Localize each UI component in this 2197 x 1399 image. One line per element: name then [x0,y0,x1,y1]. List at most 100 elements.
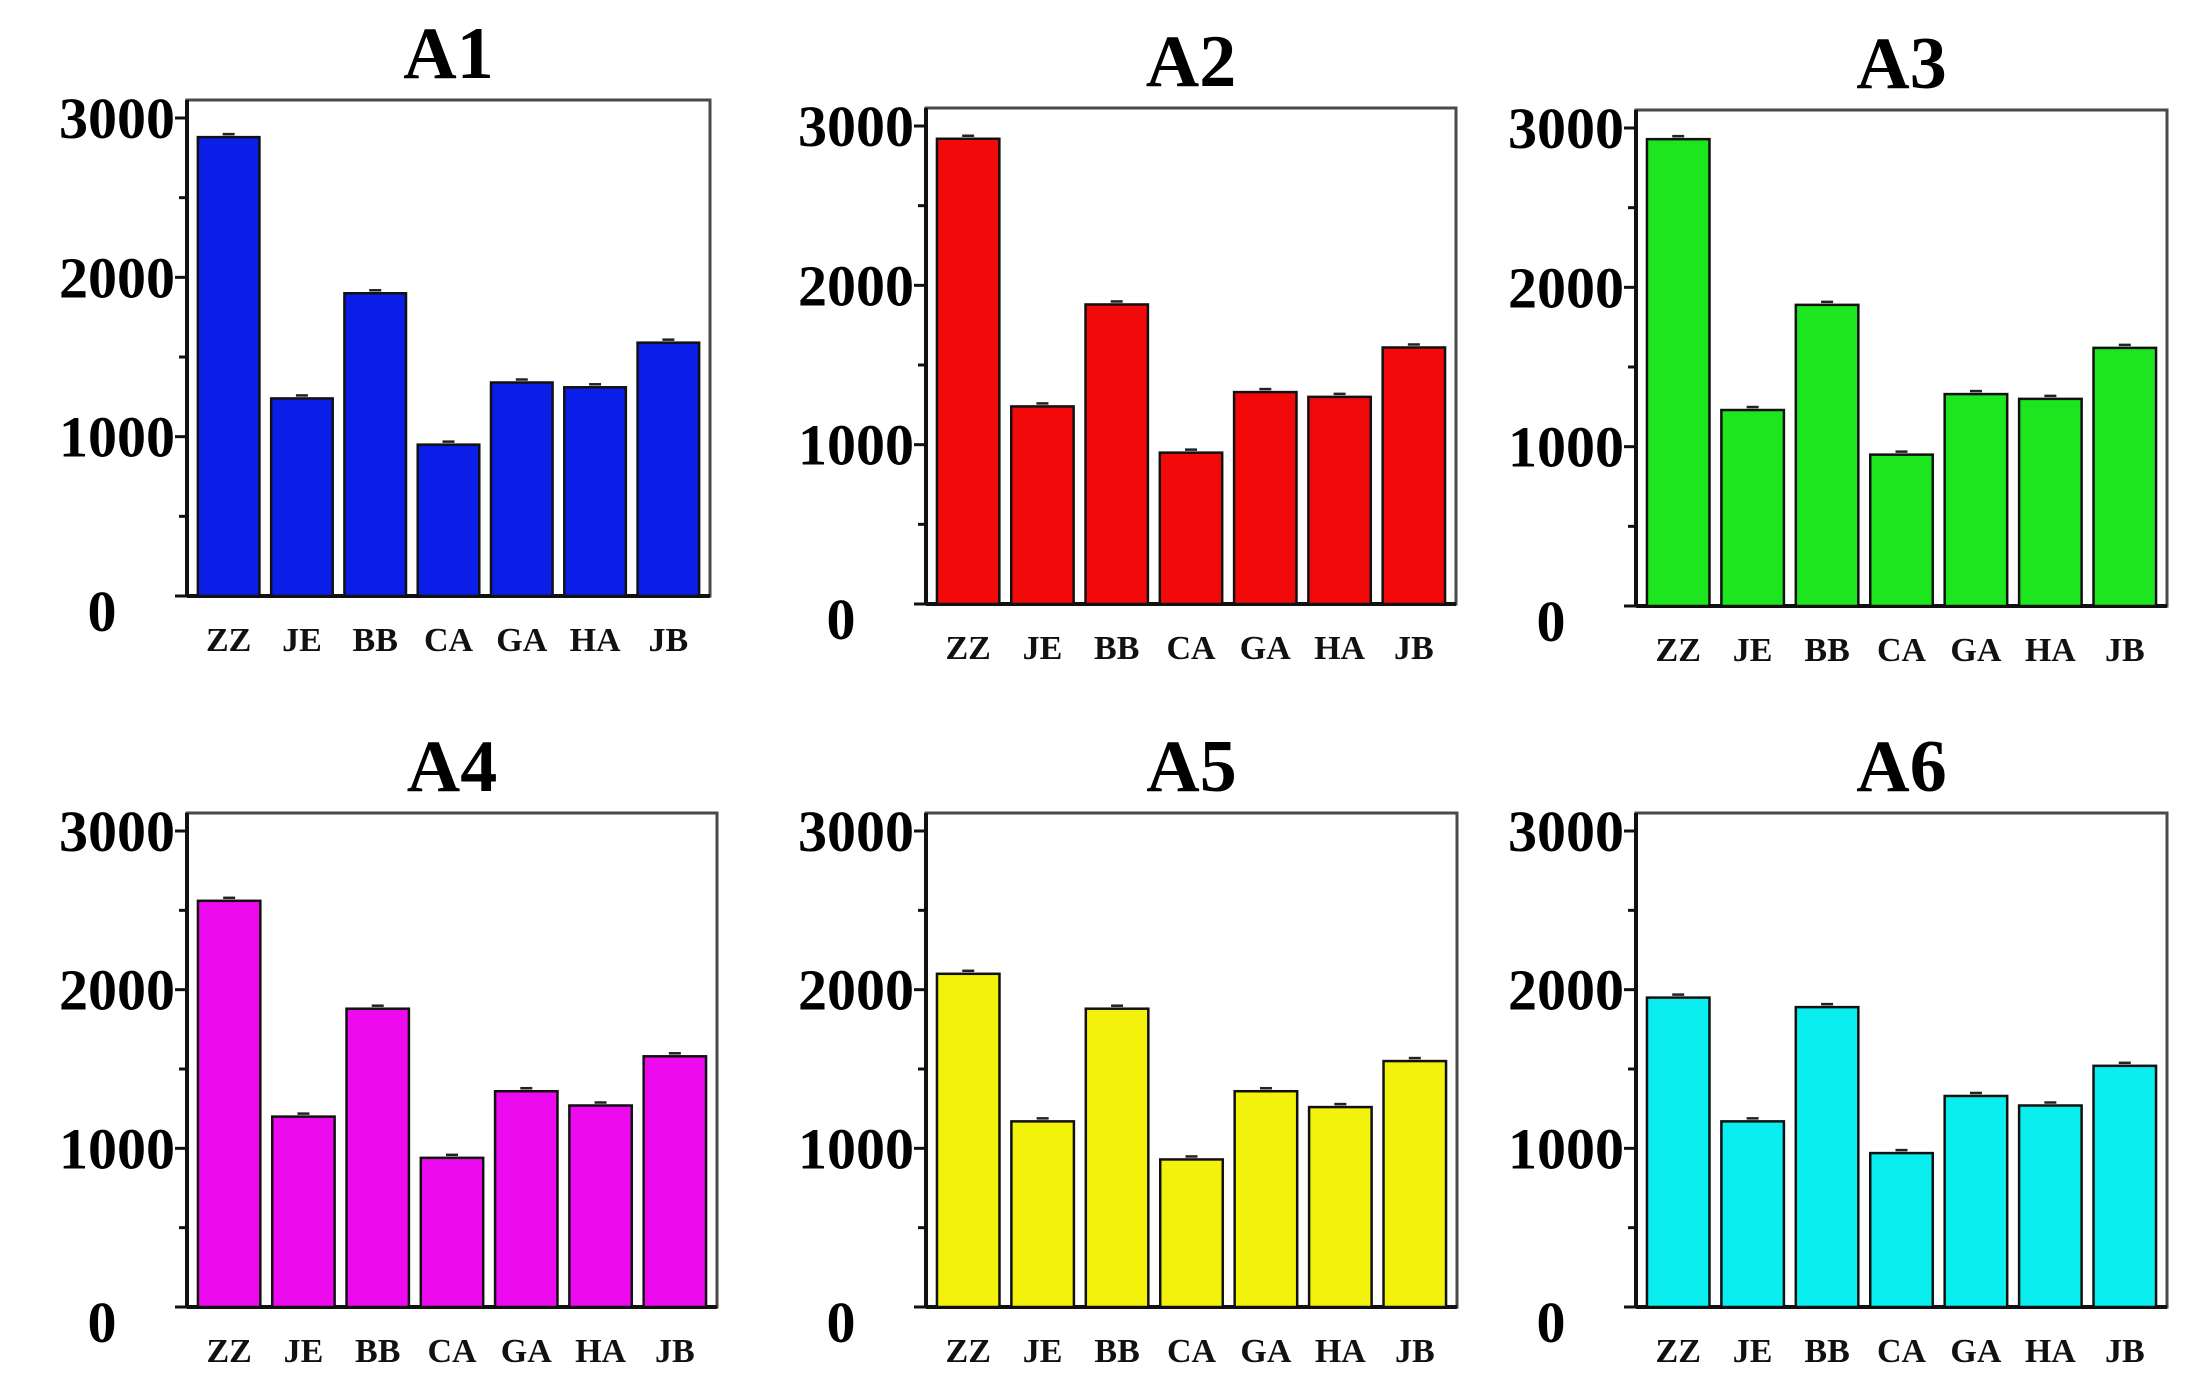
y-tick-label-5: 1000 [798,1116,914,1181]
x-tick-label-5: HA [1315,1333,1366,1370]
bar-bb-2 [1084,303,1150,606]
y-tick-label-4: 0 [88,1290,117,1355]
x-tick-label-5: JE [1023,1333,1063,1370]
y-tick-label-3: 0 [1537,589,1566,654]
x-tick-label-1: HA [570,622,621,659]
bar-zz-3 [1645,137,1711,608]
bar-ga-3 [1943,392,2009,608]
y-tick-label-1: 3000 [59,86,175,151]
y-tick-label-2: 2000 [798,253,914,318]
bar-zz-1 [196,135,261,598]
bar-je-2 [1009,405,1075,606]
bar-bb-3 [1794,303,1860,608]
x-tick-label-2: HA [1314,630,1365,667]
bar-ha-2 [1307,395,1373,606]
x-tick-label-3: JB [2105,632,2145,669]
bar-ga-2 [1232,390,1298,606]
bar-ha-3 [2017,397,2083,608]
x-tick-label-4: CA [427,1333,477,1370]
y-tick-label-3: 2000 [1508,255,1624,320]
x-tick-label-1: ZZ [206,622,251,659]
y-tick-label-6: 1000 [1508,1116,1624,1181]
bar-ha-5 [1307,1105,1373,1309]
y-tick-label-5: 3000 [798,799,914,864]
x-tick-label-6: JE [1733,1333,1773,1370]
bar-bb-6 [1794,1005,1860,1309]
bar-jb-2 [1381,346,1447,606]
x-tick-label-3: JE [1733,632,1773,669]
chart-title-3: A3 [1856,23,1946,105]
bar-zz-4 [196,899,262,1309]
x-tick-label-2: JB [1394,630,1434,667]
x-tick-label-3: HA [2025,632,2076,669]
chart-title-5: A5 [1146,726,1236,808]
x-tick-label-1: BB [353,622,398,659]
bar-ca-3 [1868,453,1935,608]
x-tick-label-2: CA [1166,630,1216,667]
bar-ca-2 [1158,451,1224,606]
x-tick-label-4: GA [501,1333,552,1370]
bar-ga-1 [489,381,554,598]
bar-je-5 [1010,1120,1076,1309]
bar-ca-1 [416,443,481,598]
bar-ha-6 [2017,1104,2083,1309]
y-tick-label-2: 3000 [798,94,914,159]
bar-je-3 [1720,408,1786,608]
x-tick-label-3: CA [1877,632,1927,669]
bar-je-4 [270,1115,336,1309]
y-tick-label-2: 0 [827,587,856,652]
chart-title-1: A1 [403,13,493,95]
y-tick-label-3: 1000 [1508,415,1624,480]
bar-bb-4 [345,1007,411,1309]
bar-ca-5 [1158,1158,1225,1309]
y-tick-label-5: 2000 [798,958,914,1023]
x-tick-label-2: ZZ [945,630,990,667]
y-tick-label-3: 3000 [1508,96,1624,161]
bar-jb-1 [636,341,701,598]
y-tick-label-4: 1000 [59,1116,175,1181]
x-tick-label-5: ZZ [946,1333,991,1370]
x-tick-label-5: JB [1395,1333,1435,1370]
y-tick-label-1: 0 [88,579,117,644]
x-tick-label-6: ZZ [1656,1333,1701,1370]
y-tick-label-1: 1000 [59,405,175,470]
bar-jb-3 [2092,346,2158,608]
bar-jb-4 [642,1055,708,1309]
x-tick-label-4: BB [355,1333,400,1370]
bar-zz-6 [1645,996,1711,1309]
x-tick-label-3: GA [1950,632,2001,669]
x-tick-label-6: CA [1877,1333,1927,1370]
x-tick-label-2: BB [1094,630,1139,667]
x-tick-label-6: JB [2105,1333,2145,1370]
bar-ga-5 [1233,1089,1299,1309]
x-tick-label-6: BB [1804,1333,1849,1370]
bar-jb-5 [1382,1059,1448,1309]
x-tick-label-2: JE [1023,630,1063,667]
y-tick-label-6: 2000 [1508,958,1624,1023]
bar-je-1 [269,397,334,598]
bar-ga-4 [493,1089,559,1309]
x-tick-label-5: CA [1167,1333,1217,1370]
bar-bb-1 [343,292,408,598]
bar-ca-6 [1868,1151,1935,1309]
x-tick-label-4: HA [575,1333,626,1370]
x-tick-label-4: JE [284,1333,324,1370]
x-tick-label-1: GA [496,622,547,659]
y-tick-label-1: 2000 [59,245,175,310]
bar-zz-5 [935,972,1001,1309]
x-tick-label-3: BB [1804,632,1849,669]
y-tick-label-6: 0 [1537,1290,1566,1355]
y-tick-label-6: 3000 [1508,799,1624,864]
y-tick-label-2: 1000 [798,413,914,478]
chart-title-6: A6 [1856,726,1946,808]
x-tick-label-1: JB [649,622,689,659]
bar-ha-1 [563,386,628,598]
x-tick-label-1: JE [282,622,322,659]
x-tick-label-6: GA [1950,1333,2001,1370]
chart-title-4: A4 [407,726,497,808]
x-tick-label-5: BB [1094,1333,1139,1370]
x-tick-label-3: ZZ [1656,632,1701,669]
x-tick-label-2: GA [1240,630,1291,667]
x-tick-label-4: JB [655,1333,695,1370]
